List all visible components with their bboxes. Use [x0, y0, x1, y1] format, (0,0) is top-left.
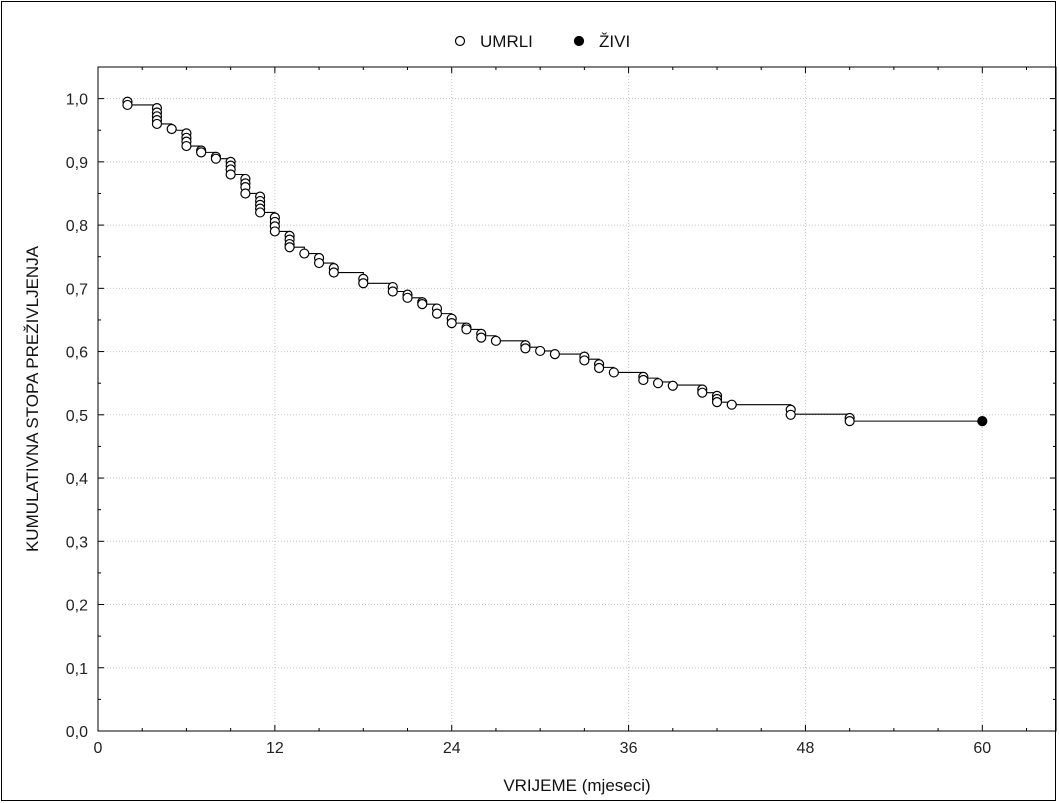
legend: UMRLI ŽIVI: [454, 32, 630, 51]
ticks: 0 12 24 36 48 60 0,0 0,1 0,2 0,3 0,4 0,5 0,6 0,7 0,8 0,…: [66, 67, 1056, 757]
y-tick-label: 0,6: [66, 345, 88, 362]
x-tick-label: 12: [266, 740, 284, 757]
y-tick-label: 0,2: [66, 598, 88, 615]
y-axis-title: KUMULATIVNA STOPA PREŽIVLJENJA: [23, 245, 42, 552]
umrli-point: [608, 367, 619, 378]
y-tick-label: 0,8: [66, 218, 88, 235]
zivi-point: [977, 416, 988, 427]
umrli-point: [549, 349, 560, 360]
data-points-layer: [122, 96, 988, 427]
umrli-point: [638, 374, 649, 386]
umrli-point: [313, 257, 325, 269]
x-axis-title: VRIJEME (mjeseci): [503, 776, 650, 795]
grid: [98, 67, 1056, 731]
umrli-point: [328, 267, 339, 278]
umrli-point: [151, 118, 163, 130]
umrli-point: [594, 362, 605, 374]
umrli-point: [402, 292, 413, 303]
y-tick-label: 0,0: [66, 724, 88, 741]
axis-titles: VRIJEME (mjeseci) KUMULATIVNA STOPA PREŽ…: [23, 245, 651, 795]
x-tick-label: 36: [620, 740, 638, 757]
umrli-point: [652, 378, 664, 389]
y-tick-label: 0,3: [66, 534, 88, 551]
umrli-point: [785, 409, 796, 420]
umrli-point: [225, 169, 236, 180]
umrli-point: [490, 335, 502, 346]
umrli-point: [667, 380, 678, 391]
legend-label-umrli: UMRLI: [480, 32, 533, 51]
y-tick-label: 0,4: [66, 471, 88, 488]
umrli-point: [461, 324, 472, 335]
umrli-point: [446, 318, 457, 329]
umrli-point: [711, 397, 723, 408]
umrli-point: [240, 188, 251, 199]
x-tick-label: 24: [443, 740, 461, 757]
umrli-point: [697, 387, 708, 398]
legend-marker-zivi: [573, 35, 585, 47]
survival-step-line: [127, 104, 983, 422]
umrli-point: [210, 153, 222, 164]
plot-area: 0 12 24 36 48 60 0,0 0,1 0,2 0,3 0,4 0,5 0,6 0,7 0,8 0,…: [66, 66, 1057, 757]
umrli-point: [844, 416, 855, 427]
umrli-point: [726, 399, 737, 410]
legend-label-zivi: ŽIVI: [599, 32, 630, 51]
umrli-point: [269, 226, 280, 237]
y-tick-label: 0,5: [66, 408, 88, 425]
umrli-point: [520, 343, 531, 354]
umrli-point: [476, 332, 487, 343]
x-tick-label: 0: [94, 740, 103, 757]
legend-marker-umrli: [454, 35, 466, 47]
umrli-point: [122, 99, 133, 111]
umrli-point: [431, 308, 443, 319]
umrli-point: [358, 278, 369, 289]
y-tick-label: 0,7: [66, 281, 88, 298]
x-tick-label: 60: [973, 740, 991, 757]
umrli-point: [284, 242, 295, 253]
umrli-point: [417, 299, 428, 310]
umrli-point: [387, 286, 398, 297]
survival-curve-layer: [127, 104, 983, 422]
umrli-point: [196, 147, 207, 158]
umrli-point: [535, 345, 546, 357]
y-tick-label: 0,1: [66, 661, 88, 678]
y-tick-label: 0,9: [66, 155, 88, 172]
umrli-point: [255, 207, 266, 218]
umrli-point: [299, 248, 310, 259]
umrli-point: [166, 123, 177, 135]
plot-border: [97, 66, 1057, 732]
umrli-point: [579, 355, 590, 366]
umrli-point: [181, 140, 192, 152]
x-tick-label: 48: [797, 740, 815, 757]
y-tick-label: 1,0: [66, 92, 88, 109]
